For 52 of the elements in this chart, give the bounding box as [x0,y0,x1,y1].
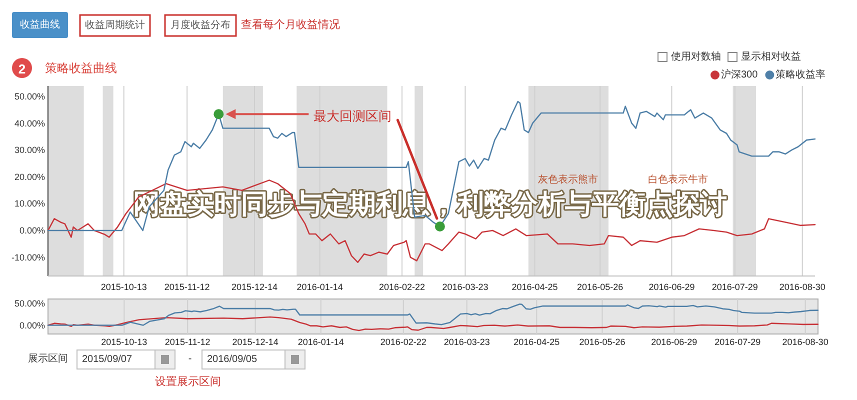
x-tick-label: 2015-10-13 [100,282,147,292]
x-tick-label: 2016-06-29 [651,337,698,347]
x-tick-label: 2016-08-30 [779,282,826,292]
x-tick-label: 2016-01-14 [296,282,343,292]
x-tick-label: 2016-03-23 [444,337,490,347]
line-series [47,100,816,232]
line-series [47,304,819,326]
text: - [188,354,192,364]
x-tick-label: 2016-05-26 [577,282,624,292]
text: 收益曲线 [20,18,60,30]
text: 2016/09/05 [207,354,258,365]
y-tick-label: 40.00% [14,118,45,128]
text: 查看每个月收益情况 [241,18,340,31]
x-tick-label: 2015-11-12 [164,282,210,292]
y-tick-label: 0.00% [19,226,45,236]
x-tick-label: 2015-12-14 [231,282,278,292]
annotation: 灰色表示熊市 [538,174,598,186]
annotation: 白色表示牛市 [648,174,708,186]
x-tick-label: 2016-01-14 [298,337,344,347]
legend-label: 策略收益率 [776,68,826,80]
text: 使用对数轴 [671,50,721,62]
text: 收益周期统计 [85,19,145,31]
chart-subtitle: 策略收益曲线 [45,61,117,75]
x-tick-label: 2016-02-22 [378,282,426,292]
x-tick-label: 2015-12-14 [232,337,278,347]
x-tick-label: 2015-11-12 [164,337,210,347]
y-tick-label: -10.00% [11,252,45,262]
x-tick-label: 2016-07-29 [714,337,761,347]
y-tick-label: 50.00% [14,92,45,102]
x-tick-label: 2016-08-30 [782,337,828,347]
legend-label: 沪深300 [721,68,758,80]
x-tick-label: 2015-10-13 [101,337,148,347]
annotation: 最大回测区间 [314,108,392,124]
text: 展示区间 [28,352,68,364]
text: 月度收益分布 [170,19,230,31]
x-tick-label: 2016-04-25 [514,337,560,347]
x-tick-label: 2016-03-23 [442,282,488,292]
x-tick-label: 2016-02-22 [380,337,426,347]
y-tick-label: 20.00% [14,172,45,182]
text: 显示相对收益 [741,50,801,62]
x-tick-label: 2016-05-26 [579,337,626,347]
text: 2015/09/07 [82,354,132,365]
y-tick-label: 30.00% [14,145,45,156]
x-tick-label: 2016-06-29 [648,282,695,292]
y-tick-label: 10.00% [14,198,45,209]
y-tick-label: 0.00% [19,320,45,330]
y-tick-label: 50.00% [14,298,45,308]
text: 2 [18,62,26,76]
x-tick-label: 2016-07-29 [712,282,758,292]
text: 设置展示区间 [155,376,221,388]
line-series [47,316,819,332]
x-tick-label: 2016-04-25 [512,282,558,292]
